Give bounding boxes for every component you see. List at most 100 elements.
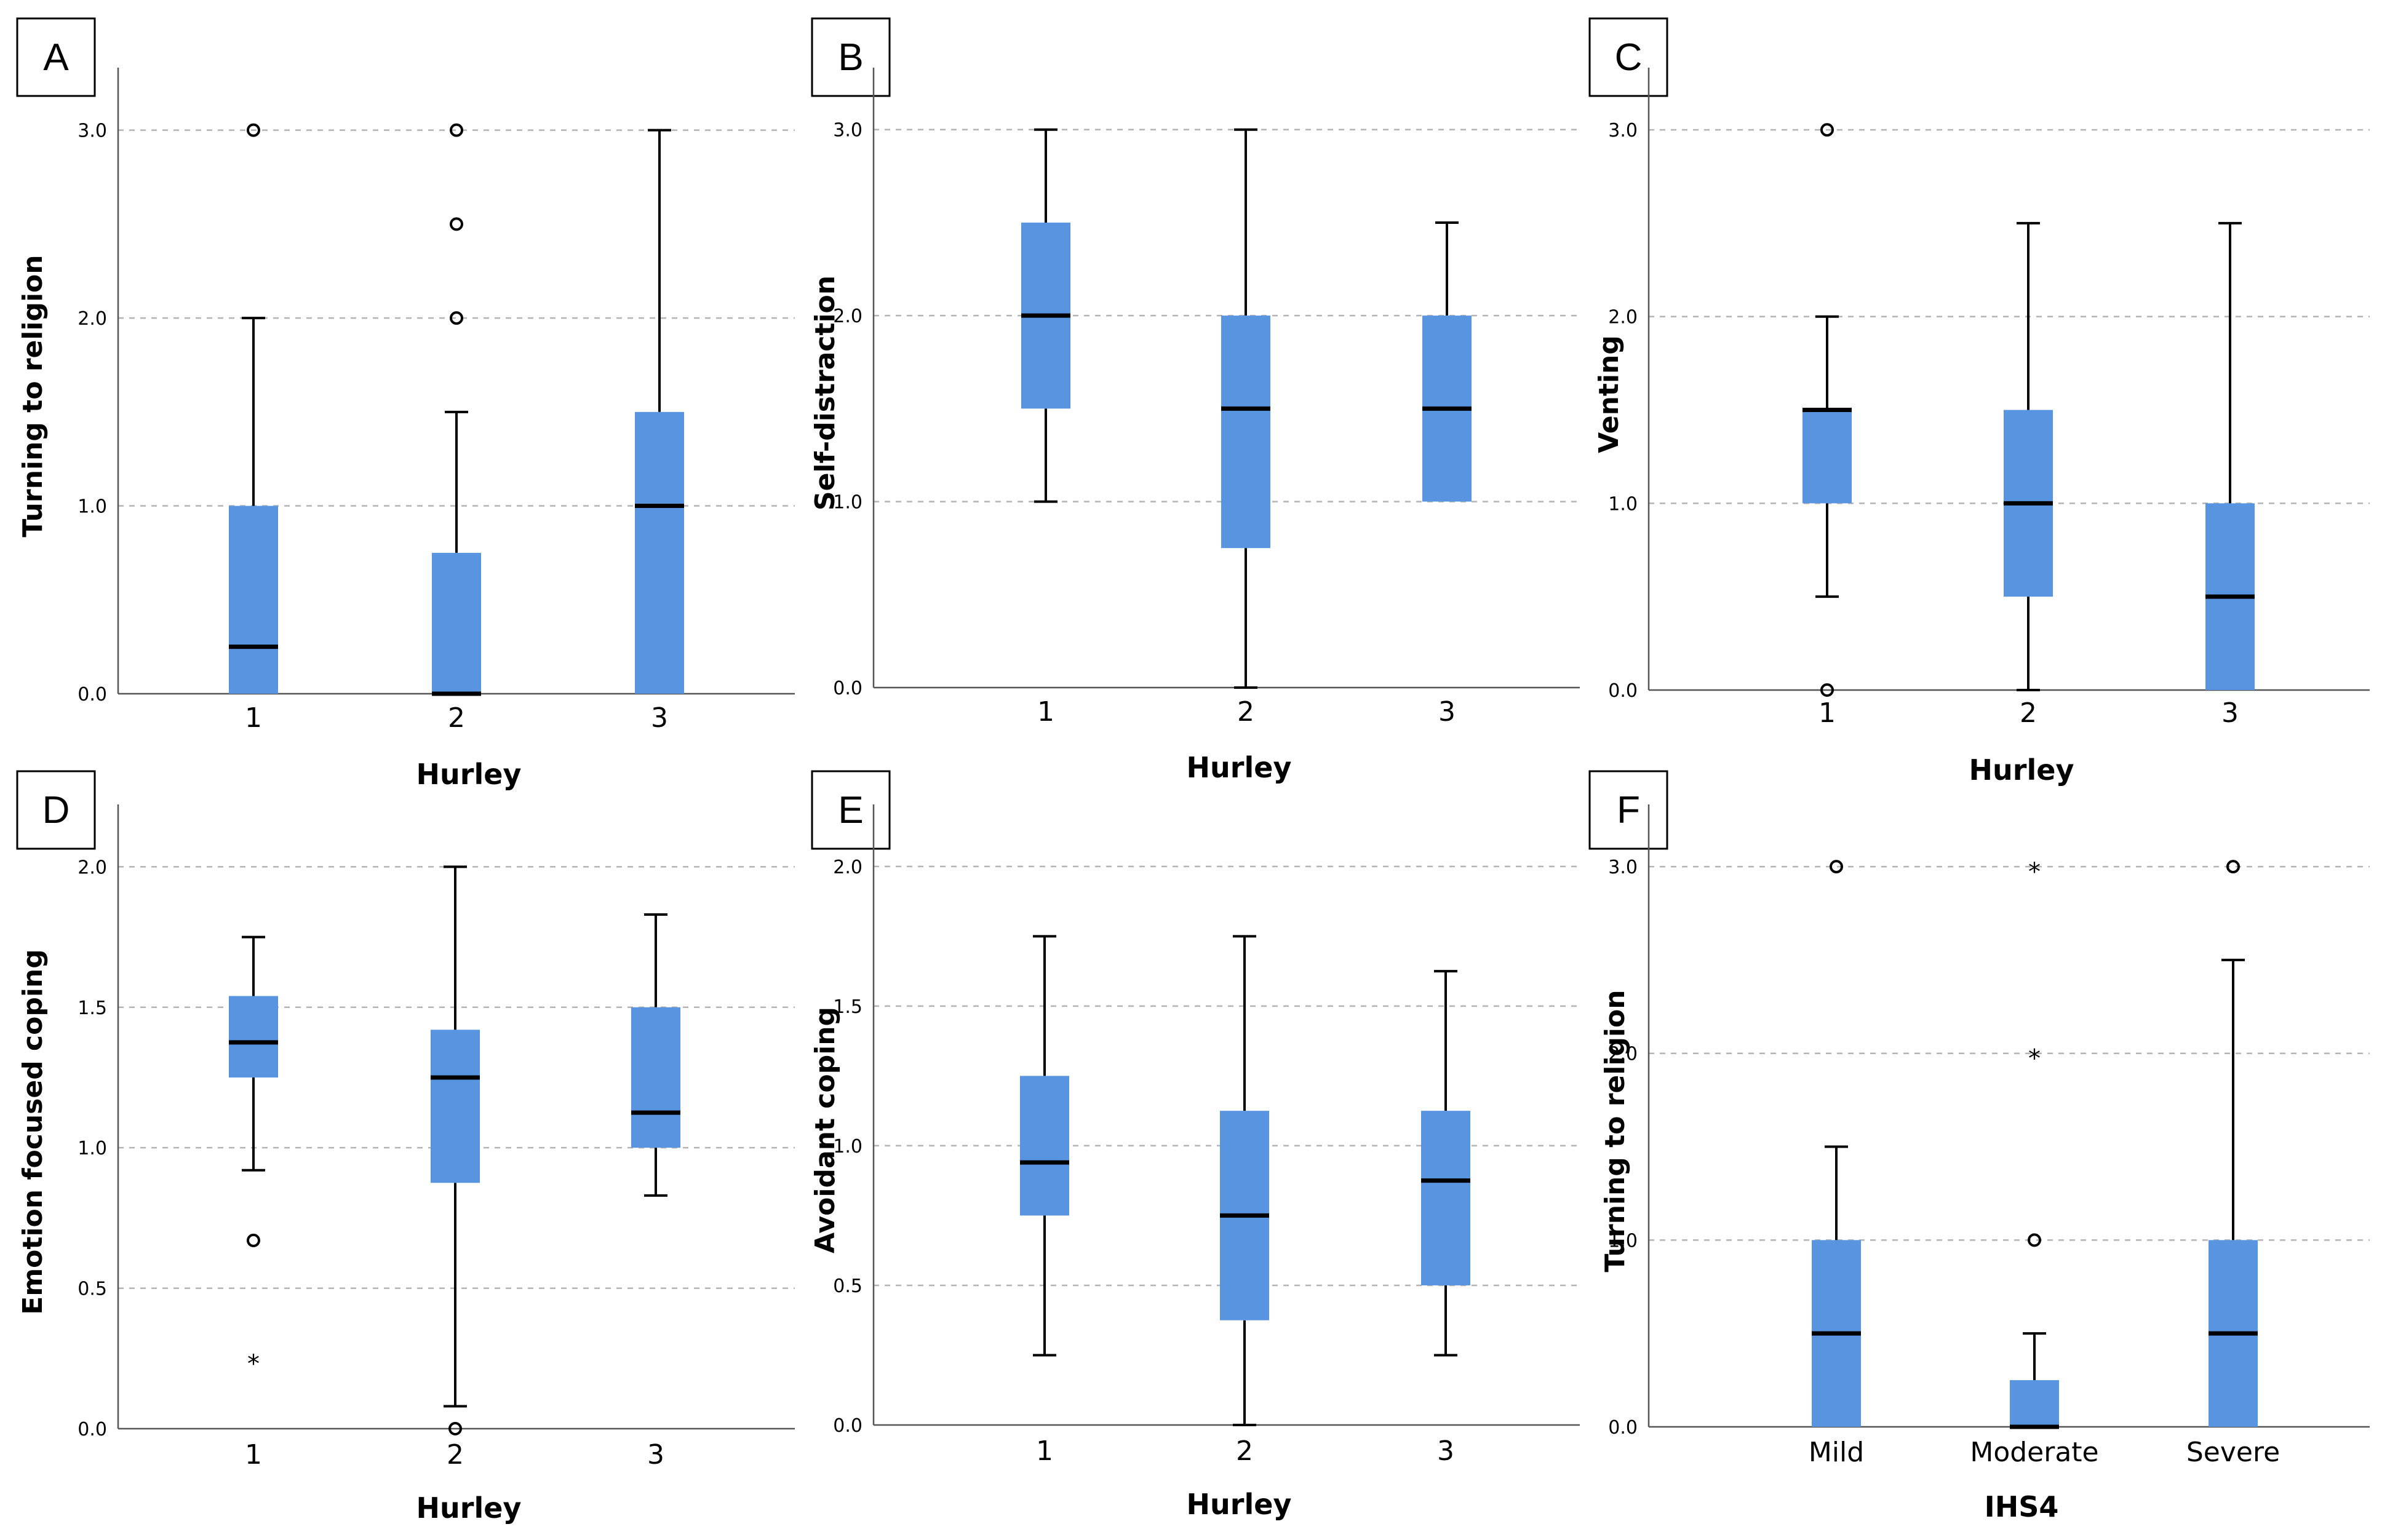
- y-tick-label: 2.0: [833, 306, 862, 327]
- box-group: 1: [1020, 935, 1069, 1467]
- y-tick-label: 1.0: [1608, 493, 1638, 515]
- x-tick-label: 2: [448, 702, 465, 734]
- y-tick-label: 2.0: [78, 857, 107, 878]
- iqr-box: [2010, 1380, 2059, 1427]
- panel-a: A 0.0 1.0 2.0 3.0 Turning to religion Hurley 1 2…: [16, 17, 795, 791]
- panel-f: F 0.0 1.0 2.0 3.0 Turning to religion IHS4 Mild…: [1588, 770, 2370, 1523]
- extreme-point: *: [247, 1350, 260, 1378]
- iqr-box: [229, 996, 278, 1078]
- iqr-box: [635, 411, 684, 694]
- extreme-point: *: [2028, 1045, 2041, 1073]
- outlier-point: [1820, 683, 1834, 697]
- x-tick-label: 2: [1236, 1435, 1253, 1467]
- panel-label: B: [838, 36, 863, 79]
- x-tick-label: 2: [2020, 697, 2037, 729]
- x-axis-title: Hurley: [416, 758, 522, 791]
- x-axis-title: Hurley: [1969, 753, 2074, 787]
- y-tick-label: 0.0: [1608, 680, 1638, 702]
- outlier-point: [448, 1422, 462, 1435]
- iqr-box: [1020, 1076, 1069, 1216]
- box-group: 3: [631, 913, 680, 1471]
- box-group: 1: [1021, 128, 1070, 728]
- box-group: 3: [1422, 221, 1472, 728]
- panel-label-box: [1588, 770, 1668, 850]
- x-tick-label: Severe: [2186, 1437, 2280, 1468]
- x-tick-label: 2: [447, 1439, 464, 1471]
- panel-label: F: [1617, 789, 1640, 832]
- y-tick-label: 3.0: [1608, 857, 1638, 878]
- box-group: Mild: [1809, 860, 1864, 1468]
- y-tick-label: 1.0: [833, 492, 862, 514]
- y-tick-label: 1.0: [78, 1138, 107, 1159]
- x-tick-label: 1: [245, 702, 262, 734]
- panel-label-box: [811, 17, 891, 97]
- panel-label-box: [16, 17, 96, 97]
- x-tick-label: 1: [1036, 1435, 1053, 1467]
- box-group: 3: [2205, 221, 2255, 729]
- iqr-box: [431, 1030, 480, 1183]
- x-tick-label: 3: [647, 1439, 664, 1471]
- panel-e: E 0.0 0.5 1.0 1.5 2.0 Avoidant coping Hurley 1 2 3: [810, 770, 1580, 1521]
- y-tick-label: 0.0: [833, 1415, 862, 1437]
- panel-label-box: [1588, 17, 1668, 97]
- y-axis-title: Avoidant coping: [810, 1007, 841, 1253]
- y-tick-label: 0.5: [833, 1276, 862, 1297]
- panel-label-box: [811, 770, 891, 850]
- x-tick-label: 2: [1237, 696, 1254, 728]
- x-tick-label: 3: [1437, 1435, 1454, 1467]
- box-group: 1: [1802, 123, 1852, 729]
- outlier-point: [2226, 860, 2240, 874]
- box-group: 1: [229, 123, 278, 734]
- box-group: 2: [1221, 128, 1270, 728]
- box-group: 3: [1421, 970, 1470, 1467]
- x-tick-label: 1: [245, 1439, 262, 1471]
- panel-d: D 0.0 0.5 1.0 1.5 2.0 Emotion focused coping Hu…: [16, 770, 795, 1525]
- panel-c: C 0.0 1.0 2.0 3.0 Venting Hurley 1 2 3: [1588, 17, 2370, 787]
- panel-label: E: [838, 789, 863, 832]
- panel-label: A: [43, 36, 69, 79]
- y-tick-label: 1.0: [78, 496, 107, 518]
- box-group: 3: [635, 129, 684, 734]
- x-axis-title: Hurley: [1187, 1488, 1292, 1521]
- outlier-point: [1830, 860, 1843, 874]
- box-group: 2: [432, 123, 481, 734]
- y-tick-label: 0.0: [78, 684, 107, 705]
- y-tick-label: 1.5: [78, 998, 107, 1019]
- iqr-box: [631, 1007, 680, 1148]
- x-axis-title: IHS4: [1985, 1490, 2059, 1523]
- outlier-point: [2028, 1233, 2041, 1247]
- y-tick-label: 2.0: [1608, 1044, 1638, 1065]
- outlier-point: [450, 217, 463, 231]
- x-tick-label: 1: [1037, 696, 1054, 728]
- y-tick-label: 3.0: [1608, 120, 1638, 141]
- y-axis-title: Emotion focused coping: [17, 949, 49, 1314]
- box-group: 2: [2004, 221, 2053, 729]
- y-tick-label: 2.0: [833, 857, 862, 878]
- y-tick-label: 2.0: [78, 308, 107, 330]
- iqr-box: [1802, 410, 1852, 504]
- y-tick-label: 0.0: [1608, 1417, 1638, 1439]
- iqr-box: [432, 552, 481, 694]
- x-axis-title: Hurley: [1187, 751, 1292, 784]
- box-group: 2: [431, 865, 480, 1471]
- panel-b: B 0.0 1.0 2.0 3.0 Self-distraction Hurley 1 2 3: [810, 17, 1580, 784]
- y-tick-label: 3.0: [78, 121, 107, 142]
- box-group: 1*: [229, 935, 278, 1471]
- x-axis-title: Hurley: [416, 1491, 522, 1525]
- box-group: Moderate * *: [1970, 858, 2098, 1468]
- y-axis-title: Turning to religion: [1599, 990, 1631, 1272]
- y-tick-label: 1.0: [1608, 1230, 1638, 1252]
- y-axis-title: Self-distraction: [810, 276, 841, 510]
- outlier-point: [450, 123, 463, 137]
- y-tick-label: 2.0: [1608, 307, 1638, 328]
- box-group: Severe: [2186, 860, 2280, 1468]
- outlier-point: [247, 1233, 260, 1247]
- x-tick-label: Moderate: [1970, 1437, 2098, 1468]
- y-axis-title: Turning to religion: [17, 255, 49, 537]
- iqr-box: [229, 506, 278, 694]
- panel-label: D: [42, 789, 70, 832]
- y-tick-label: 1.5: [833, 996, 862, 1018]
- y-tick-label: 0.0: [833, 678, 862, 699]
- y-tick-label: 0.5: [78, 1279, 107, 1300]
